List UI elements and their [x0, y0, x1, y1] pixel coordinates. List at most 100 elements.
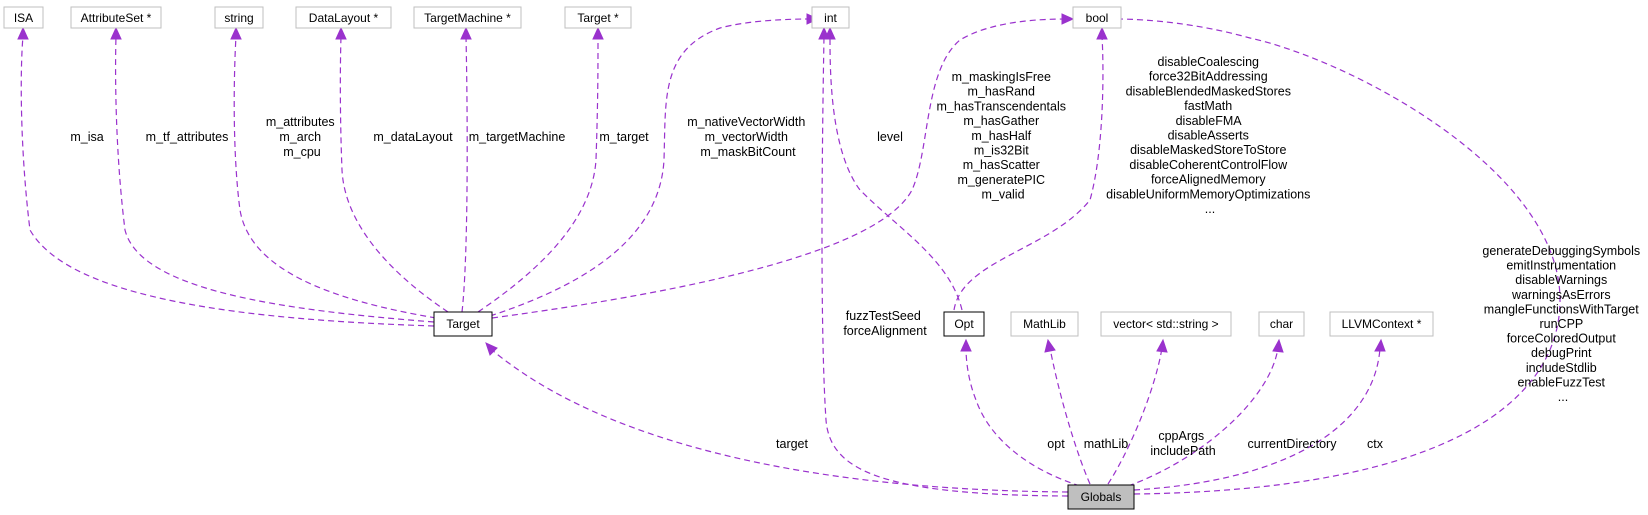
edge-label-opt: opt — [1047, 437, 1065, 451]
edge-label-line: m_hasRand — [968, 85, 1035, 99]
node-mathlib[interactable]: MathLib — [1010, 311, 1079, 337]
edge-label-ctx: ctx — [1367, 437, 1384, 451]
node-llvmcontext[interactable]: LLVMContext * — [1329, 311, 1434, 337]
edge-label-line: ... — [1205, 202, 1215, 216]
edges — [17, 13, 1561, 497]
node-char[interactable]: char — [1258, 311, 1305, 337]
edge-globals-llvmcontext — [1133, 347, 1381, 491]
edge-label-line: disableMaskedStoreToStore — [1130, 143, 1286, 157]
edge-label-line: m_target — [599, 130, 649, 144]
edge-label-line: m_hasGather — [963, 114, 1039, 128]
arrowhead-bool-from-target — [1061, 13, 1075, 25]
node-datalayout[interactable]: DataLayout * — [295, 6, 392, 29]
arrowhead-char — [1272, 338, 1284, 353]
edge-label-line: disableCoalescing — [1158, 55, 1260, 69]
edge-label-line: mangleFunctionsWithTarget — [1484, 302, 1639, 316]
arrowhead-targetmachine — [460, 26, 472, 40]
edge-label-bool-globals-members: generateDebuggingSymbols emitInstrumenta… — [1482, 244, 1643, 404]
edge-label-int-members: m_nativeVectorWidth m_vectorWidth m_mask… — [687, 115, 809, 159]
node-target[interactable]: Target — [433, 311, 493, 337]
edge-target-attributeset — [114, 35, 435, 323]
edge-label-line: debugPrint — [1531, 346, 1592, 360]
edge-label-line: forceColoredOutput — [1507, 332, 1617, 346]
edge-label-line: disableCoherentControlFlow — [1129, 158, 1288, 172]
arrowhead-mathlib — [1044, 338, 1056, 353]
node-datalayout-label: DataLayout * — [309, 11, 379, 25]
edge-label-m-isa: m_isa — [70, 130, 103, 144]
edge-labels: m_isa m_tf_attributes m_attributes m_arc… — [70, 55, 1643, 458]
arrowhead-llvmcontext — [1374, 338, 1386, 352]
edge-label-line: m_maskingIsFree — [952, 70, 1051, 84]
edge-label-line: warningsAsErrors — [1511, 288, 1611, 302]
edge-label-level: level — [877, 130, 903, 144]
node-target-label: Target — [446, 317, 480, 331]
edge-label-line: m_targetMachine — [469, 130, 566, 144]
node-int-label: int — [824, 11, 837, 25]
node-isa-label: ISA — [14, 11, 33, 25]
edge-label-line: disableAsserts — [1168, 129, 1249, 143]
node-string-label: string — [224, 11, 253, 25]
node-opt[interactable]: Opt — [943, 311, 985, 337]
edge-globals-vector — [1107, 347, 1163, 485]
edge-label-line: force32BitAddressing — [1149, 70, 1268, 84]
edge-target-targetptr — [477, 35, 599, 313]
edge-label-line: fuzzTestSeed — [846, 309, 921, 323]
edge-label-line: m_attributes — [266, 115, 335, 129]
edge-label-int-globals-members: fuzzTestSeed forceAlignment — [843, 309, 927, 338]
edge-label-line: opt — [1047, 437, 1065, 451]
arrowhead-datalayout — [335, 26, 347, 40]
node-char-label: char — [1270, 317, 1293, 331]
node-targetmachine[interactable]: TargetMachine * — [413, 6, 522, 29]
node-globals[interactable]: Globals — [1067, 484, 1135, 510]
edge-label-m-datalayout: m_dataLayout — [373, 130, 453, 144]
edge-label-string-members: m_attributes m_arch m_cpu — [266, 115, 338, 159]
arrowhead-targetptr — [592, 26, 604, 40]
edge-label-line: fastMath — [1184, 99, 1232, 113]
edge-label-line: disableWarnings — [1515, 273, 1607, 287]
edge-target-string — [233, 35, 437, 319]
edge-label-line: disableFMA — [1176, 114, 1243, 128]
arrowhead-opt — [960, 338, 972, 352]
node-isa[interactable]: ISA — [3, 6, 44, 29]
edge-label-line: m_arch — [279, 130, 321, 144]
edge-label-line: includePath — [1150, 444, 1215, 458]
arrowhead-int-from-globals — [818, 26, 830, 40]
edge-globals-bool — [1114, 18, 1561, 495]
edge-target-targetmachine — [461, 35, 468, 313]
edge-label-vector-members: cppArgs includePath — [1150, 429, 1215, 458]
node-targetptr[interactable]: Target * — [564, 6, 632, 29]
edge-target-int — [489, 18, 813, 317]
node-bool[interactable]: bool — [1072, 6, 1122, 29]
edge-label-line: disableBlendedMaskedStores — [1126, 84, 1291, 98]
node-globals-label: Globals — [1081, 490, 1122, 504]
edge-label-line: disableUniformMemoryOptimizations — [1106, 187, 1310, 201]
edge-label-line: m_maskBitCount — [700, 145, 796, 159]
edge-label-line: m_tf_attributes — [146, 130, 229, 144]
edge-label-bool-opt-members: disableCoalescing force32BitAddressing d… — [1106, 55, 1314, 216]
edge-globals-opt — [965, 347, 1081, 487]
node-targetptr-label: Target * — [577, 11, 619, 25]
arrowhead-isa — [17, 26, 29, 40]
edge-opt-int — [829, 35, 963, 311]
nodes: ISA AttributeSet * string DataLayout * T… — [3, 6, 1434, 510]
edge-label-line: currentDirectory — [1248, 437, 1338, 451]
edge-label-line: m_cpu — [283, 145, 321, 159]
arrowhead-bool-from-opt — [1096, 26, 1108, 40]
edge-label-line: m_isa — [70, 130, 103, 144]
edge-label-m-tf-attributes: m_tf_attributes — [146, 130, 229, 144]
node-int[interactable]: int — [811, 6, 850, 29]
edge-label-m-target: m_target — [599, 130, 649, 144]
node-vector[interactable]: vector< std::string > — [1100, 311, 1232, 337]
node-attributeset-label: AttributeSet * — [81, 11, 152, 25]
edge-globals-target — [491, 349, 1069, 493]
edge-label-bool-target-members: m_maskingIsFree m_hasRand m_hasTranscend… — [937, 70, 1070, 202]
edge-label-line: includeStdlib — [1526, 361, 1597, 375]
node-bool-label: bool — [1086, 11, 1109, 25]
node-targetmachine-label: TargetMachine * — [424, 11, 511, 25]
node-attributeset[interactable]: AttributeSet * — [70, 6, 162, 29]
node-string[interactable]: string — [214, 6, 264, 29]
arrowhead-string — [230, 26, 242, 40]
edge-label-line: ctx — [1367, 437, 1384, 451]
edge-globals-char — [1127, 347, 1279, 487]
